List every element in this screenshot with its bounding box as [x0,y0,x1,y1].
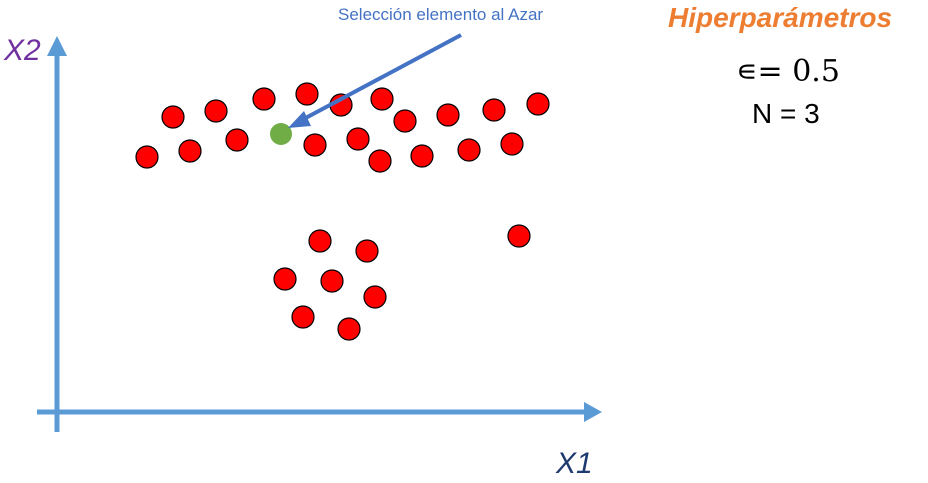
annotation-arrow [299,33,462,123]
data-point [273,267,297,291]
data-point [507,224,531,248]
selected-point [270,123,292,145]
data-point [161,105,185,129]
data-point [436,103,460,127]
y-axis-label: X2 [4,34,41,67]
data-point [291,305,315,329]
data-point [178,139,202,163]
x-axis-arrowhead [584,402,602,422]
hyperparameters-title: Hiperparámetros [668,2,893,33]
data-point [295,82,319,106]
y-axis-arrowhead [47,36,67,56]
data-point [457,138,481,162]
data-point [368,149,392,173]
data-point [346,127,370,151]
data-point [393,109,417,133]
data-point [303,133,327,157]
data-point [225,128,249,152]
data-point [252,87,276,111]
data-point [500,132,524,156]
data-point [370,87,394,111]
n-value: N = 3 [752,98,820,129]
annotation-arrowhead [288,111,311,128]
data-point [363,285,387,309]
data-point [482,98,506,122]
data-point [526,92,550,116]
selection-annotation: Selección elemento al Azar [338,5,544,24]
epsilon-value: ∊= 0.5 [736,54,840,89]
x-axis-label: X1 [556,447,593,480]
data-point [135,145,159,169]
data-point [337,317,361,341]
data-point [204,99,228,123]
points-layer [135,82,550,341]
data-point [355,239,379,263]
data-point [308,229,332,253]
data-point [410,144,434,168]
data-point [320,269,344,293]
